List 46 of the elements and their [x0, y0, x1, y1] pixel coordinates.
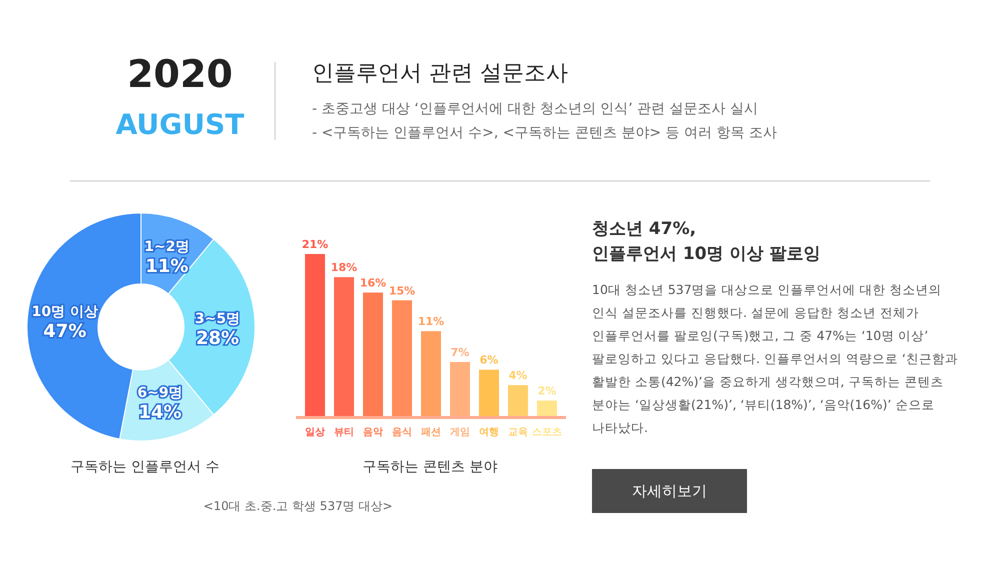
bar	[392, 300, 412, 416]
text: 10대 청소년 537명을 대상으로 인플루언서에 대한 청소년의 인식 설문조사를 진행했다. 설문에 응답한 청소년 전체가 인플루언서를 팔로잉(구독)했고, 그 중 47%는 ‘10명 이상’ 팔로잉하고 있다고 응답했다. 인플루언서의 역량으로 ‘친근함과 활발한 소통(42%)’을 중요하게 생각했으며, 구독하는 콘텐츠 분야는 ‘일상생활(21%)’, ‘뷰티(18%)’, ‘음악(16%)’ 순으로 나타났다.	[592, 281, 959, 437]
bar	[450, 362, 470, 416]
data-label: 11%	[418, 315, 444, 328]
bar	[334, 277, 354, 416]
text: 자세히보기	[592, 469, 747, 513]
text: - <구독하는 인플루언서 수>, <구독하는 콘텐츠 분야> 등 여러 항목 조사	[312, 124, 777, 142]
bar	[421, 331, 441, 416]
slice-label: 10명 이상	[32, 304, 98, 320]
data-label: 7%	[450, 346, 470, 359]
text: 2020	[126, 52, 234, 96]
x-tick-label: 패션	[421, 427, 441, 438]
x-tick-label: 뷰티	[334, 427, 354, 438]
slice-label: 6~9명	[137, 385, 183, 402]
data-label: 6%	[480, 354, 498, 367]
bar	[363, 292, 383, 416]
text: 인플루언서 관련 설문조사	[312, 60, 568, 88]
data-label: 4%	[508, 369, 528, 382]
bar	[537, 400, 557, 416]
x-tick-label: 게임	[450, 427, 470, 438]
x-tick-label: 음악	[363, 427, 383, 438]
text: - 초중고생 대상 ‘인플루언서에 대한 청소년의 인식’ 관련 설문조사 실시	[312, 100, 758, 118]
data-label: 14%	[138, 402, 182, 424]
text: 청소년 47%, 인플루언서 10명 이상 팔로잉	[592, 218, 820, 266]
data-label: 47%	[43, 320, 86, 342]
data-label: 2%	[538, 384, 556, 398]
data-label: 16%	[360, 276, 386, 290]
bar	[508, 385, 528, 416]
x-tick-label: 일상	[305, 427, 325, 438]
data-label: 11%	[145, 256, 188, 278]
bar	[479, 370, 499, 416]
x-tick-label: 여행	[479, 427, 499, 438]
data-label: 21%	[302, 238, 328, 251]
text: <10대 초.중.고 학생 537명 대상>	[203, 499, 393, 513]
x-tick-label: 음식	[392, 427, 412, 438]
slice-label: 1~2명	[144, 239, 190, 256]
data-label: 18%	[330, 261, 358, 274]
text: 구독하는 콘텐츠 분야	[362, 459, 498, 475]
data-label: 28%	[196, 328, 240, 349]
slice-label: 3~5명	[194, 311, 240, 327]
text: 구독하는 인플루언서 수	[70, 459, 220, 475]
data-label: 15%	[388, 284, 416, 298]
text: AUGUST	[114, 108, 246, 141]
bar	[305, 254, 325, 416]
x-tick-label: 스포츠	[532, 427, 562, 438]
x-tick-label: 교육	[508, 427, 528, 438]
